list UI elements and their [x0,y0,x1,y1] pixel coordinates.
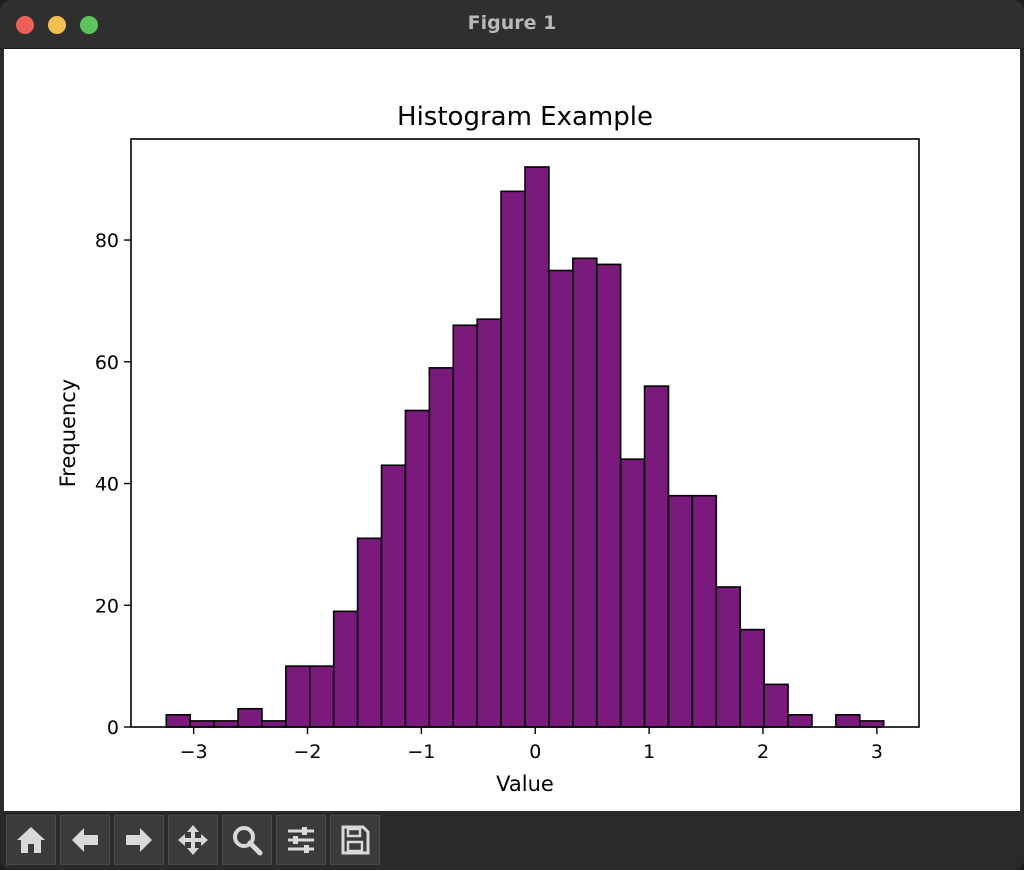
histogram-bar [237,707,263,728]
histogram-bar [548,269,574,728]
histogram-bar [763,683,789,728]
x-tick-label: −1 [407,741,435,763]
x-tick-label: 2 [757,741,769,763]
x-tick-label: 1 [643,741,655,763]
y-tick-label: 20 [95,595,119,617]
histogram-bar [643,385,670,728]
configure-subplots-button[interactable] [276,815,326,865]
histogram-bar [165,714,192,728]
pan-button[interactable] [168,815,218,865]
histogram-bar [213,720,239,728]
forward-button[interactable] [114,815,164,865]
histogram-bar [858,720,885,728]
minimize-window-button[interactable] [48,16,66,34]
histogram-bar [404,409,431,728]
plot-frame [130,138,920,728]
close-window-button[interactable] [16,16,34,34]
arrow-left-icon [72,828,98,852]
zoom-button[interactable] [222,815,272,865]
move-icon [178,825,208,855]
histogram-bar [189,720,215,728]
floppy-disk-icon [341,825,370,855]
histogram-bar [715,586,742,728]
histogram-bar [452,324,478,728]
y-axis-label: Frequency [56,379,80,488]
histogram-chart: Histogram Example −3 −2 −1 0 1 2 3 0 20 40 60 80 V… [56,102,920,796]
histogram-bar [428,367,455,728]
histogram-bar [739,628,765,728]
histogram-bar [835,714,861,728]
window-title: Figure 1 [467,12,557,34]
x-axis-ticks: −3 −2 −1 0 1 2 3 [180,727,883,763]
maximize-window-button[interactable] [80,16,98,34]
figure-canvas[interactable]: Histogram Example −3 −2 −1 0 1 2 3 0 20 40 60 80 V… [4,49,1020,811]
home-button[interactable] [6,815,56,865]
histogram-bar [332,610,359,728]
histogram-bar [787,714,813,728]
histogram-bars [165,166,885,728]
histogram-bar [285,665,311,728]
chart-title: Histogram Example [397,102,653,132]
histogram-bar [356,537,383,728]
x-tick-label: 0 [529,741,541,763]
histogram-bar [691,494,718,728]
y-tick-label: 40 [95,474,119,496]
magnifier-icon [233,826,263,856]
home-icon [17,827,45,853]
histogram-bar [476,318,502,728]
title-bar: Figure 1 [0,0,1024,49]
x-axis-label: Value [496,772,554,796]
y-axis-ticks: 0 20 40 60 80 [95,230,131,739]
x-tick-label: −2 [293,741,321,763]
y-tick-label: 80 [95,230,119,252]
x-tick-label: 3 [871,741,883,763]
histogram-bar [308,665,335,728]
histogram-bar [667,494,694,728]
back-button[interactable] [60,815,110,865]
save-button[interactable] [330,815,380,865]
y-tick-label: 0 [107,717,119,739]
histogram-bar [572,257,598,728]
navigation-toolbar [0,811,1024,870]
histogram-bar [380,464,407,728]
histogram-bar [595,263,622,728]
sliders-icon [288,827,314,853]
y-tick-label: 60 [95,352,119,374]
arrow-right-icon [126,828,152,852]
x-tick-label: −3 [180,741,208,763]
histogram-bar [261,720,287,728]
histogram-bar [619,458,646,728]
histogram-bar [524,166,550,728]
histogram-bar [500,190,526,728]
